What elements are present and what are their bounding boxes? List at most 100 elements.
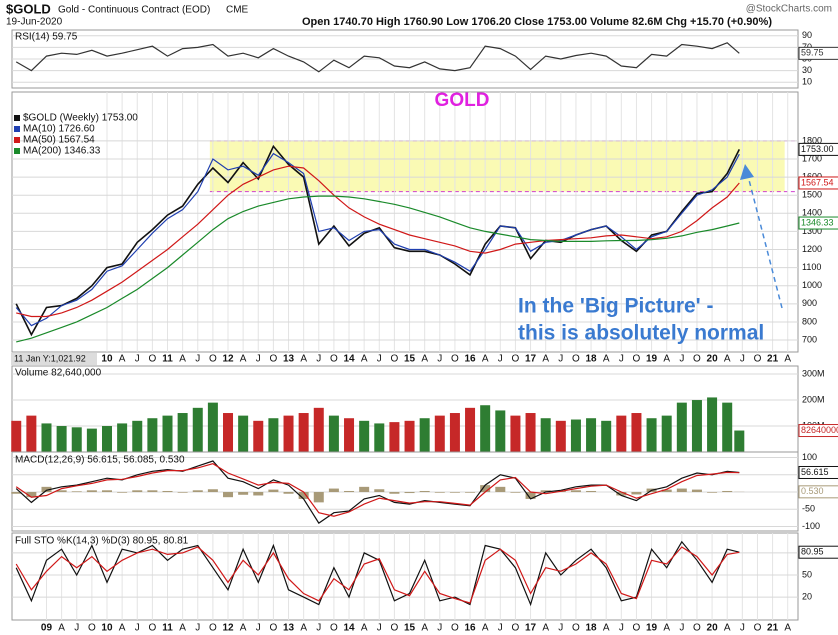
x-tick-label: 15 xyxy=(404,354,416,365)
bar xyxy=(389,422,400,452)
y-tick-label: 300M xyxy=(802,368,825,378)
bar xyxy=(283,415,294,452)
x-tick-label: O xyxy=(512,623,520,634)
end-label: 1346.33 xyxy=(801,217,834,227)
bar xyxy=(238,492,249,495)
x-tick-label: J xyxy=(740,623,745,634)
y-tick-label: 10 xyxy=(802,77,812,87)
x-tick-label: O xyxy=(451,623,459,634)
bar xyxy=(41,423,52,452)
x-tick-label: J xyxy=(558,623,563,634)
end-label-box xyxy=(798,176,838,190)
x-tick-label: J xyxy=(619,354,624,365)
bar xyxy=(707,492,718,493)
bar xyxy=(510,492,521,493)
y-tick-label: 1100 xyxy=(802,262,821,272)
x-tick-label: 10 xyxy=(101,354,113,365)
bar xyxy=(525,492,536,499)
x-tick-label: O xyxy=(754,623,762,634)
bar xyxy=(268,418,279,452)
legend-swatch xyxy=(14,126,20,132)
bar xyxy=(631,413,642,452)
x-tick-label: O xyxy=(693,354,701,365)
y-tick-label: 100 xyxy=(802,452,817,462)
bar xyxy=(691,489,702,493)
x-tick-label: O xyxy=(209,354,217,365)
end-label-box xyxy=(798,216,838,230)
x-tick-label: J xyxy=(74,623,79,634)
bar xyxy=(465,492,476,493)
bar xyxy=(11,492,22,494)
bar xyxy=(132,490,143,493)
x-tick-label: 21 xyxy=(767,623,779,634)
y-tick-label: 1600 xyxy=(802,171,822,181)
end-label-box xyxy=(798,46,838,60)
bar xyxy=(570,419,581,452)
x-tick-label: A xyxy=(482,623,489,634)
bar xyxy=(540,490,551,493)
y-tick-label: 20 xyxy=(802,592,812,602)
bar xyxy=(586,490,597,493)
x-tick-label: A xyxy=(603,354,610,365)
bar xyxy=(495,410,506,452)
end-label: 56.615 xyxy=(801,467,829,477)
x-tick-label: A xyxy=(663,623,670,634)
bar xyxy=(465,407,476,452)
x-tick-label: 12 xyxy=(222,623,234,634)
x-tick-label: 09 xyxy=(41,623,53,634)
x-tick-label: J xyxy=(256,623,261,634)
source: @StockCharts.com xyxy=(746,4,832,15)
bar xyxy=(510,415,521,452)
bar xyxy=(449,413,460,452)
bar xyxy=(434,492,445,493)
x-tick-label: J xyxy=(619,623,624,634)
x-tick-label: O xyxy=(88,623,96,634)
x-tick-label: J xyxy=(679,354,684,365)
bar xyxy=(374,489,385,493)
panel-title: Volume 82,640,000 xyxy=(15,368,102,379)
cursor-readout: 11 Jan Y:1,021.92 xyxy=(14,353,86,363)
x-tick-label: 16 xyxy=(464,354,476,365)
bar xyxy=(389,492,400,494)
bar xyxy=(540,418,551,452)
bar xyxy=(253,492,264,496)
bar xyxy=(117,492,128,493)
end-label-box xyxy=(798,485,838,499)
bar xyxy=(162,415,173,452)
bar xyxy=(177,492,188,493)
x-tick-label: O xyxy=(754,354,762,365)
legend-label: MA(10) 1726.60 xyxy=(23,124,95,135)
bar xyxy=(313,492,324,503)
bar xyxy=(676,402,687,452)
instrument-name: Gold - Continuous Contract (EOD) xyxy=(58,5,210,16)
annotation-arrow xyxy=(740,164,783,309)
x-tick-label: O xyxy=(148,354,156,365)
y-tick-label: -50 xyxy=(802,504,815,514)
legend-swatch xyxy=(14,115,20,121)
x-tick-label: A xyxy=(240,354,247,365)
x-tick-label: O xyxy=(148,623,156,634)
date: 19-Jun-2020 xyxy=(6,17,63,28)
x-tick-label: A xyxy=(179,623,186,634)
x-tick-label: A xyxy=(542,354,549,365)
x-tick-label: O xyxy=(330,623,338,634)
bar xyxy=(101,490,112,493)
x-tick-label: J xyxy=(316,354,321,365)
panel-title: RSI(14) 59.75 xyxy=(15,32,78,43)
x-tick-label: A xyxy=(119,623,126,634)
bar xyxy=(525,413,536,452)
bar xyxy=(359,420,370,452)
series-line xyxy=(16,195,740,343)
bar xyxy=(419,418,430,452)
bar xyxy=(86,428,97,452)
legend-label: MA(200) 1346.33 xyxy=(23,146,101,157)
bar xyxy=(298,492,309,499)
end-label-box xyxy=(798,545,838,559)
bar xyxy=(71,491,82,493)
x-tick-label: A xyxy=(421,354,428,365)
bar xyxy=(344,418,355,452)
x-tick-label: O xyxy=(633,623,641,634)
x-tick-label: J xyxy=(135,354,140,365)
y-tick-label: 700 xyxy=(802,334,817,344)
x-tick-label: O xyxy=(512,354,520,365)
